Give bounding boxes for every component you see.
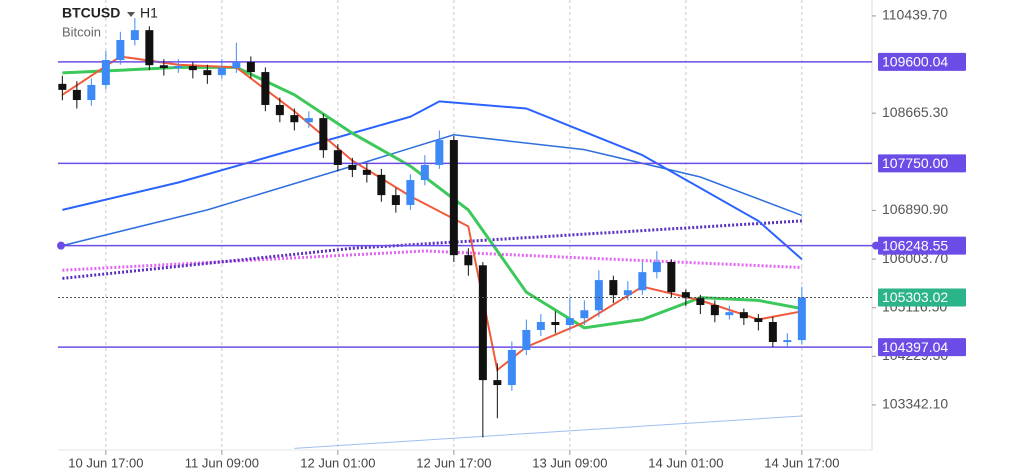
level-label-box [878, 154, 966, 173]
candle-body [130, 30, 139, 41]
candle-body [188, 66, 197, 71]
candle-body [435, 140, 444, 165]
candle-body [565, 318, 574, 326]
candle-body [174, 66, 183, 68]
x-tick-label: 13 Jun 09:00 [532, 455, 607, 470]
candle-body [652, 261, 661, 273]
level-label-box [878, 338, 966, 357]
candle-body [667, 261, 676, 293]
candle-body [145, 30, 154, 66]
candle-body [217, 67, 226, 76]
candle-body [681, 292, 690, 299]
candle-body [783, 340, 792, 343]
candle-body [87, 84, 96, 101]
candle-body [478, 265, 487, 381]
indicator-line [61, 55, 803, 372]
plot-area [57, 0, 872, 450]
x-tick-label: 10 Jun 17:00 [68, 455, 143, 470]
indicator-line [294, 415, 802, 449]
level-handle [57, 241, 65, 250]
candle-body [768, 322, 777, 343]
candle-body [72, 89, 81, 101]
candle-body [725, 312, 734, 316]
level-label: 107750.00 [882, 155, 948, 171]
candle-body [609, 280, 618, 296]
candle-body [797, 297, 806, 341]
candle-body [420, 164, 429, 181]
candle-body [580, 310, 589, 319]
candle-body [116, 40, 125, 61]
level-label-box [878, 52, 966, 71]
x-tick-label: 14 Jun 17:00 [764, 455, 839, 470]
symbol: BTCUSD [62, 5, 120, 21]
candle-body [710, 305, 719, 316]
last-price-label: 105303.02 [882, 289, 948, 305]
level-label: 106248.55 [882, 237, 948, 253]
dropdown-arrow[interactable] [127, 12, 135, 17]
indicator-line [62, 134, 803, 247]
candle-body [348, 164, 357, 170]
y-tick-label: 110439.70 [882, 7, 947, 23]
candle-body [159, 65, 168, 68]
candle-body [58, 83, 67, 90]
candle-body [319, 118, 328, 151]
candle-body [377, 174, 386, 196]
subtitle: Bitcoin [62, 24, 101, 39]
candle-body [507, 349, 516, 386]
candle-body [101, 60, 110, 85]
timeframe[interactable]: H1 [140, 5, 158, 21]
candle-body [638, 272, 647, 291]
y-tick-label: 103342.10 [882, 396, 948, 412]
candle-body [203, 70, 212, 76]
candle-body [246, 61, 255, 73]
candle-body [261, 72, 270, 105]
candle-body [623, 290, 632, 296]
x-tick-label: 12 Jun 17:00 [416, 455, 491, 470]
candle-body [333, 150, 342, 165]
y-tick-label: 108665.30 [882, 104, 948, 120]
indicator-line [62, 65, 803, 330]
candle-body [696, 298, 705, 306]
x-tick-label: 12 Jun 01:00 [300, 455, 375, 470]
x-tick-label: 14 Jun 01:00 [648, 455, 723, 470]
candle-body [275, 104, 284, 116]
level-label: 109600.04 [882, 54, 948, 70]
candle-body [754, 318, 763, 323]
candle-body [464, 255, 473, 266]
candle-body [362, 169, 371, 175]
level-label: 104397.04 [882, 339, 948, 355]
candle-body [522, 329, 531, 350]
level-label-box [878, 236, 966, 255]
candle-body [739, 312, 748, 319]
indicator-line [62, 100, 803, 261]
x-tick-label: 11 Jun 09:00 [185, 455, 259, 470]
candle-body [551, 322, 560, 326]
candle-body [232, 61, 241, 68]
y-tick-label: 106890.90 [882, 201, 948, 217]
candle-body [290, 115, 299, 123]
candle-body [594, 280, 603, 311]
candle-body [391, 195, 400, 205]
candle-body [493, 380, 502, 386]
last-price-box [878, 288, 966, 307]
indicator-line [62, 249, 802, 272]
candle-body [536, 322, 545, 330]
indicator-line [62, 219, 802, 280]
candle-body [449, 140, 458, 256]
candle-body [406, 180, 415, 205]
candle-body [304, 118, 313, 123]
